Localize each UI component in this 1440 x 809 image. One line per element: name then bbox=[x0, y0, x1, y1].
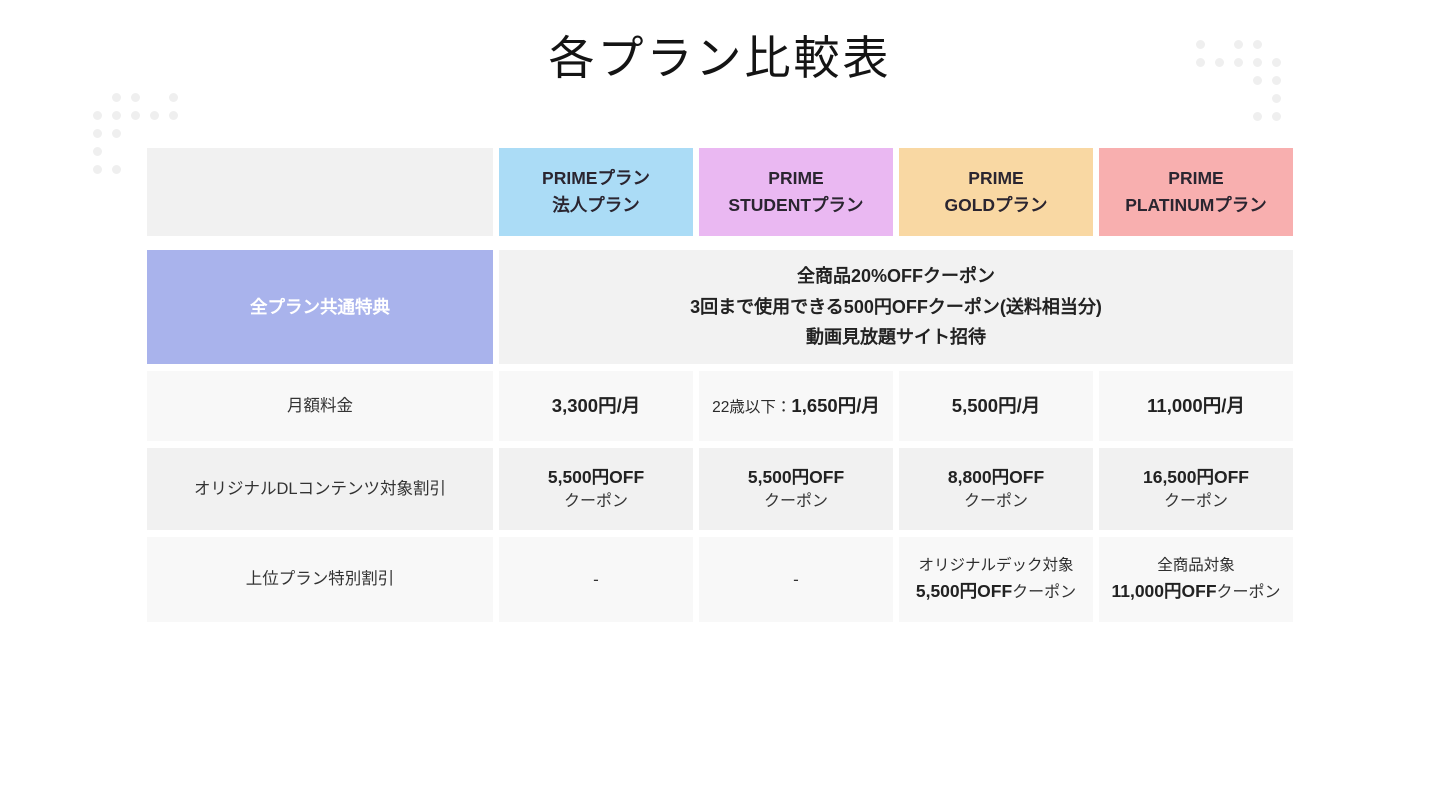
plan-header-gold: PRIME GOLDプラン bbox=[899, 148, 1093, 236]
common-benefits-content: 全商品20%OFFクーポン 3回まで使用できる500円OFFクーポン(送料相当分… bbox=[499, 250, 1293, 364]
plan-name-line: PRIMEプラン bbox=[542, 167, 650, 188]
plan-header-student: PRIME STUDENTプラン bbox=[699, 148, 893, 236]
coupon-word: クーポン bbox=[1216, 583, 1281, 601]
common-benefit-line: 3回まで使用できる500円OFFクーポン(送料相当分) bbox=[690, 296, 1102, 317]
cell-monthly-fee-business: 3,300円/月 bbox=[499, 371, 693, 441]
coupon-word: クーポン bbox=[963, 493, 1028, 511]
cell-upper-discount-platinum: 全商品対象 11,000円OFF クーポン bbox=[1099, 537, 1293, 622]
cell-dl-discount-business: 5,500円OFF クーポン bbox=[499, 448, 693, 530]
coupon-word: クーポン bbox=[563, 493, 628, 511]
empty-value: - bbox=[593, 569, 599, 589]
comparison-table-body: 全プラン共通特典 全商品20%OFFクーポン 3回まで使用できる500円OFFク… bbox=[147, 250, 1293, 622]
cell-upper-discount-student: - bbox=[699, 537, 893, 622]
plan-name-line: 法人プラン bbox=[552, 195, 640, 215]
coupon-word: クーポン bbox=[1163, 493, 1228, 511]
coupon-line: 11,000円OFF クーポン bbox=[1111, 578, 1280, 605]
price-value: 3,300円/月 bbox=[551, 395, 641, 417]
coupon-target: オリジナルデック対象 bbox=[918, 557, 1074, 575]
plan-header-row: PRIMEプラン 法人プラン PRIME STUDENTプラン PRIME GO… bbox=[147, 148, 1293, 236]
common-benefit-line: 全商品20%OFFクーポン bbox=[796, 266, 996, 287]
cell-monthly-fee-platinum: 11,000円/月 bbox=[1099, 371, 1293, 441]
plan-name-line: GOLDプラン bbox=[944, 195, 1048, 215]
plan-name-line: STUDENTプラン bbox=[728, 195, 864, 215]
coupon-value: 16,500円OFF bbox=[1142, 466, 1250, 487]
plan-name-line: PLATINUMプラン bbox=[1125, 195, 1267, 215]
plan-name-line: PRIME bbox=[968, 167, 1024, 188]
coupon-value: 5,500円OFF bbox=[915, 580, 1013, 601]
row-label-dl-discount: オリジナルDLコンテンツ対象割引 bbox=[147, 448, 493, 530]
cell-dl-discount-platinum: 16,500円OFF クーポン bbox=[1099, 448, 1293, 530]
coupon-line: 5,500円OFF クーポン bbox=[916, 578, 1076, 605]
coupon-word: クーポン bbox=[1012, 583, 1077, 601]
empty-value: - bbox=[793, 569, 799, 589]
coupon-value: 5,500円OFF bbox=[547, 466, 645, 487]
cell-dl-discount-gold: 8,800円OFF クーポン bbox=[899, 448, 1093, 530]
common-benefit-line: 動画見放題サイト招待 bbox=[806, 327, 986, 348]
price-line: 22歳以下： 1,650円/月 bbox=[712, 392, 880, 420]
plan-header-platinum: PRIME PLATINUMプラン bbox=[1099, 148, 1293, 236]
plan-name-line: PRIME bbox=[1168, 167, 1224, 188]
price-value: 1,650円/月 bbox=[791, 395, 880, 417]
page-title: 各プラン比較表 bbox=[548, 32, 892, 84]
price-value: 5,500円/月 bbox=[951, 395, 1041, 417]
cell-monthly-fee-student: 22歳以下： 1,650円/月 bbox=[699, 371, 893, 441]
price-condition: 22歳以下： bbox=[712, 399, 792, 417]
common-benefits-label: 全プラン共通特典 bbox=[147, 250, 493, 364]
cell-upper-discount-business: - bbox=[499, 537, 693, 622]
coupon-value: 5,500円OFF bbox=[747, 466, 845, 487]
coupon-word: クーポン bbox=[763, 493, 828, 511]
row-label-upper-plan-discount: 上位プラン特別割引 bbox=[147, 537, 493, 622]
cell-monthly-fee-gold: 5,500円/月 bbox=[899, 371, 1093, 441]
plan-name-line: PRIME bbox=[768, 167, 824, 188]
coupon-value: 11,000円OFF bbox=[1111, 580, 1217, 601]
row-label-monthly-fee: 月額料金 bbox=[147, 371, 493, 441]
decorative-dots-right bbox=[1196, 40, 1281, 121]
plan-header-business: PRIMEプラン 法人プラン bbox=[499, 148, 693, 236]
cell-upper-discount-gold: オリジナルデック対象 5,500円OFF クーポン bbox=[899, 537, 1093, 622]
coupon-target: 全商品対象 bbox=[1157, 557, 1235, 575]
cell-dl-discount-student: 5,500円OFF クーポン bbox=[699, 448, 893, 530]
coupon-value: 8,800円OFF bbox=[947, 466, 1045, 487]
corner-cell bbox=[147, 148, 493, 236]
decorative-dots-left bbox=[93, 93, 178, 174]
price-value: 11,000円/月 bbox=[1147, 395, 1245, 417]
